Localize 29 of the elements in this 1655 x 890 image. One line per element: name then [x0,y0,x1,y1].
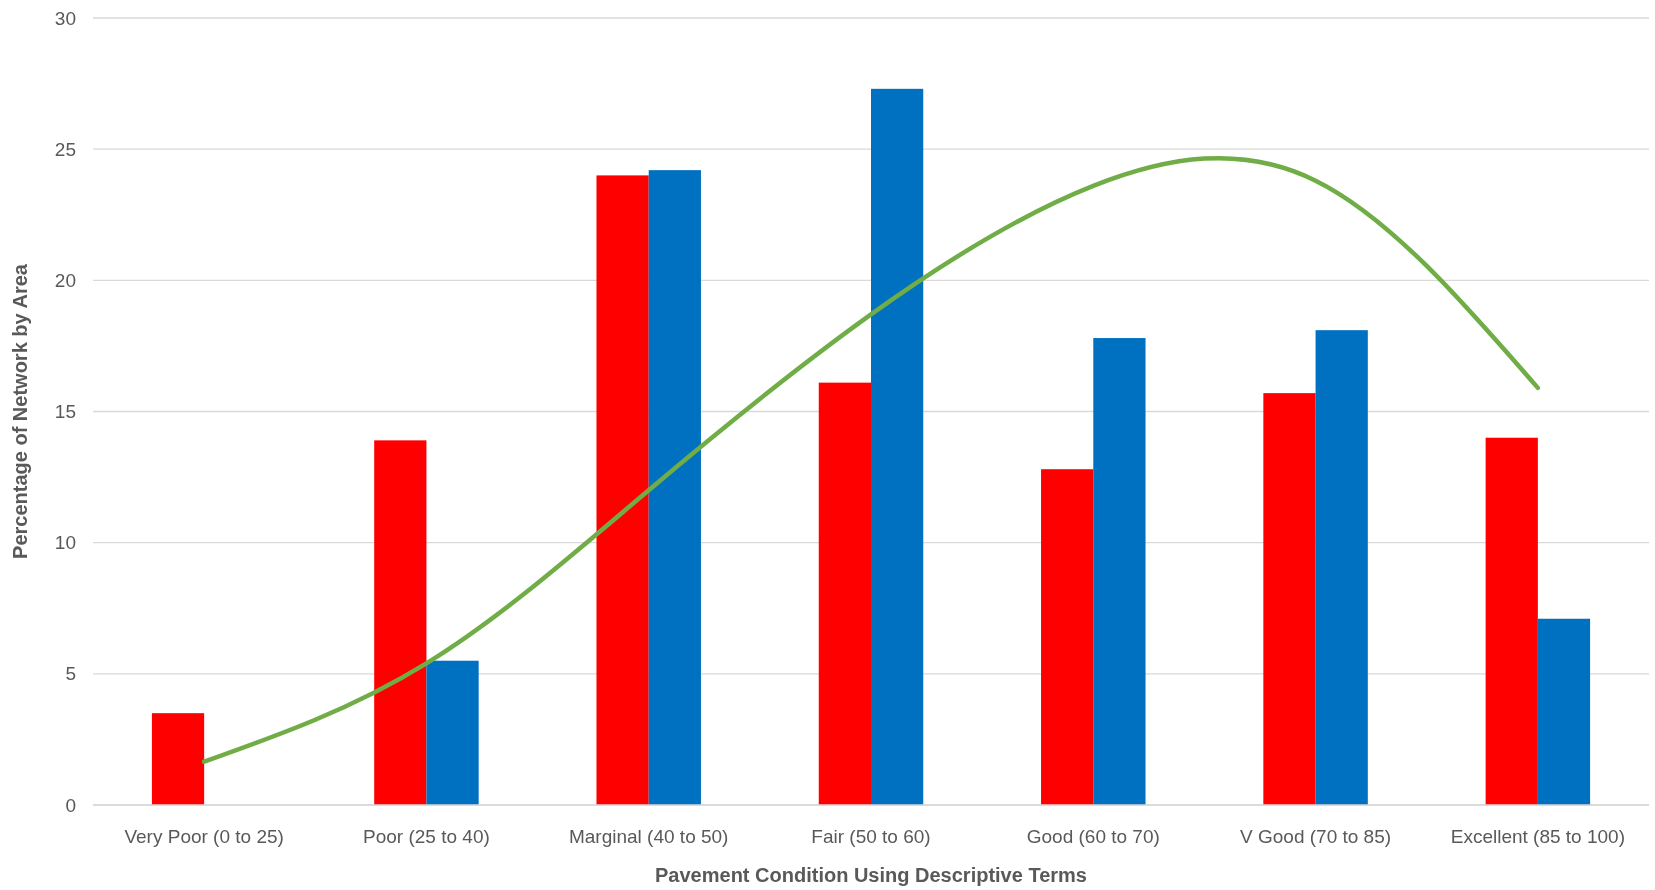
y-tick-label: 25 [54,138,76,160]
x-tick-label: Good (60 to 70) [1026,826,1160,847]
x-tick-label: Poor (25 to 40) [363,826,490,847]
bar [648,170,701,805]
y-tick-label: 20 [54,269,76,291]
bar [1537,618,1591,805]
x-tick-label: Excellent (85 to 100) [1450,826,1625,847]
x-axis-title: Pavement Condition Using Descriptive Terms [655,864,1087,886]
x-tick-label: Fair (50 to 60) [811,826,931,847]
bar [1315,330,1368,805]
bar [818,382,871,805]
bar [151,713,205,805]
y-tick-label: 0 [65,794,76,816]
y-tick-label: 30 [54,7,76,29]
x-tick-label: Marginal (40 to 50) [568,826,729,847]
y-tick-label: 5 [65,663,76,685]
y-axis-title: Percentage of Network by Area [9,263,31,559]
bar [426,660,479,805]
bar [1041,469,1094,805]
y-tick-label: 10 [54,532,76,554]
x-tick-label: Very Poor (0 to 25) [124,826,284,847]
y-tick-label: 15 [54,401,76,423]
bar [871,88,924,805]
bar [1263,393,1316,805]
x-tick-label: V Good (70 to 85) [1240,826,1392,847]
bar [1093,338,1146,805]
bar [374,440,427,805]
bar [1485,437,1538,805]
bar [596,175,649,805]
